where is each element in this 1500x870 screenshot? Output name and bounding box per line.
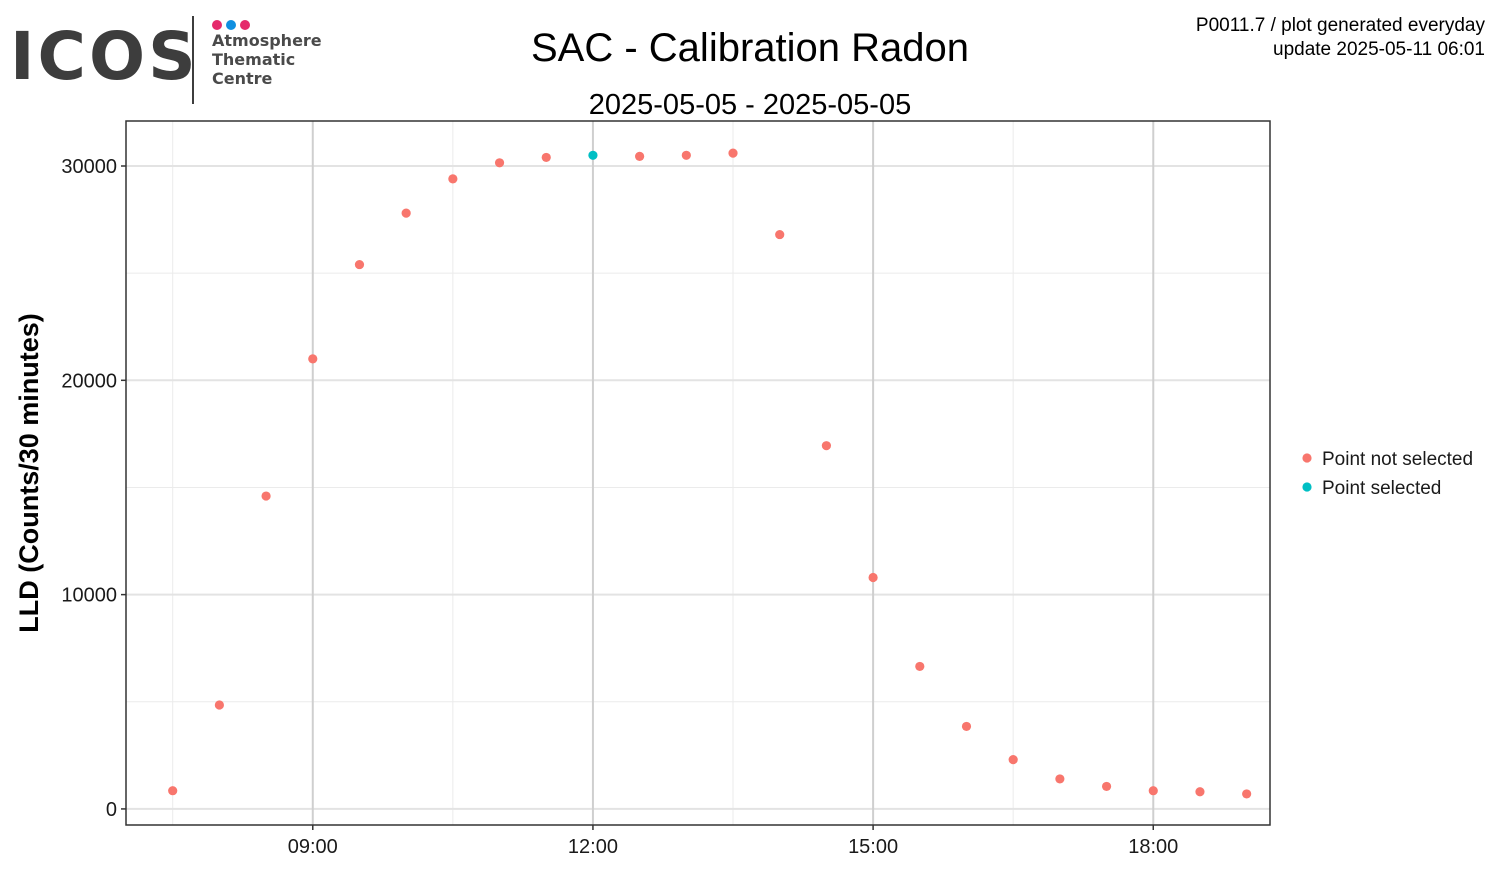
legend-marker [1302,482,1312,492]
icos-logo: ICOS Atmosphere Thematic Centre [10,14,330,106]
chart-subtitle: 2025-05-05 - 2025-05-05 [588,89,912,121]
data-point [1101,781,1112,792]
data-point [728,148,738,158]
logo-wordmark: ICOS [10,18,199,95]
y-tick-label: 0 [106,799,117,821]
data-point [868,572,878,583]
logo-dot-3 [240,20,250,30]
x-tick-label: 15:00 [848,836,898,858]
logo-dot-1 [212,20,222,30]
data-point [961,721,972,732]
legend-label: Point selected [1322,478,1441,499]
logo-divider [192,16,194,104]
legend-label: Point not selected [1322,449,1473,470]
data-point [308,354,318,364]
legend: Point not selected Point selected [1302,449,1473,499]
y-axis-title: LLD (Counts/30 minutes) [14,313,44,633]
data-point [214,700,224,710]
data-point [915,661,925,672]
data-point [821,441,832,451]
data-point [354,259,365,270]
data-point [541,152,551,163]
generation-info: P0011.7 / plot generated everyday update… [1196,14,1485,62]
data-point [1148,786,1158,796]
data-point [775,229,785,240]
data-point [1055,774,1065,784]
data-point [401,208,411,218]
y-tick-label: 10000 [61,585,117,607]
axes: 0 10000 20000 30000 09:00 12:00 15:00 18:00 LLD … [14,156,1178,858]
logo-dot-2 [226,20,236,30]
data-point [1242,789,1252,799]
data-point [261,491,271,501]
x-tick-label: 09:00 [288,836,338,858]
data-point [1195,787,1205,797]
legend-marker [1302,453,1312,463]
meta-line-1: P0011.7 / plot generated everyday [1195,15,1485,36]
data-points [168,148,1252,799]
chart-title: SAC - Calibration Radon [531,26,969,70]
data-point [448,174,458,184]
data-point [494,158,505,168]
logo-dots-icon [212,17,254,30]
data-point [168,786,178,796]
x-tick-label: 18:00 [1128,836,1178,858]
x-tick-label: 12:00 [568,836,618,858]
panel-border [125,120,1271,826]
data-point [635,151,645,161]
logo-line-atmosphere: Atmosphere [212,31,322,50]
y-tick-label: 30000 [61,156,117,178]
data-point [588,150,598,160]
data-point [681,150,691,160]
meta-line-2: update 2025-05-11 06:01 [1273,39,1485,60]
logo-line-centre: Centre [212,69,273,88]
data-point [1008,755,1018,765]
logo-line-thematic: Thematic [212,50,296,69]
grid [126,121,1270,825]
y-tick-label: 20000 [61,370,117,392]
